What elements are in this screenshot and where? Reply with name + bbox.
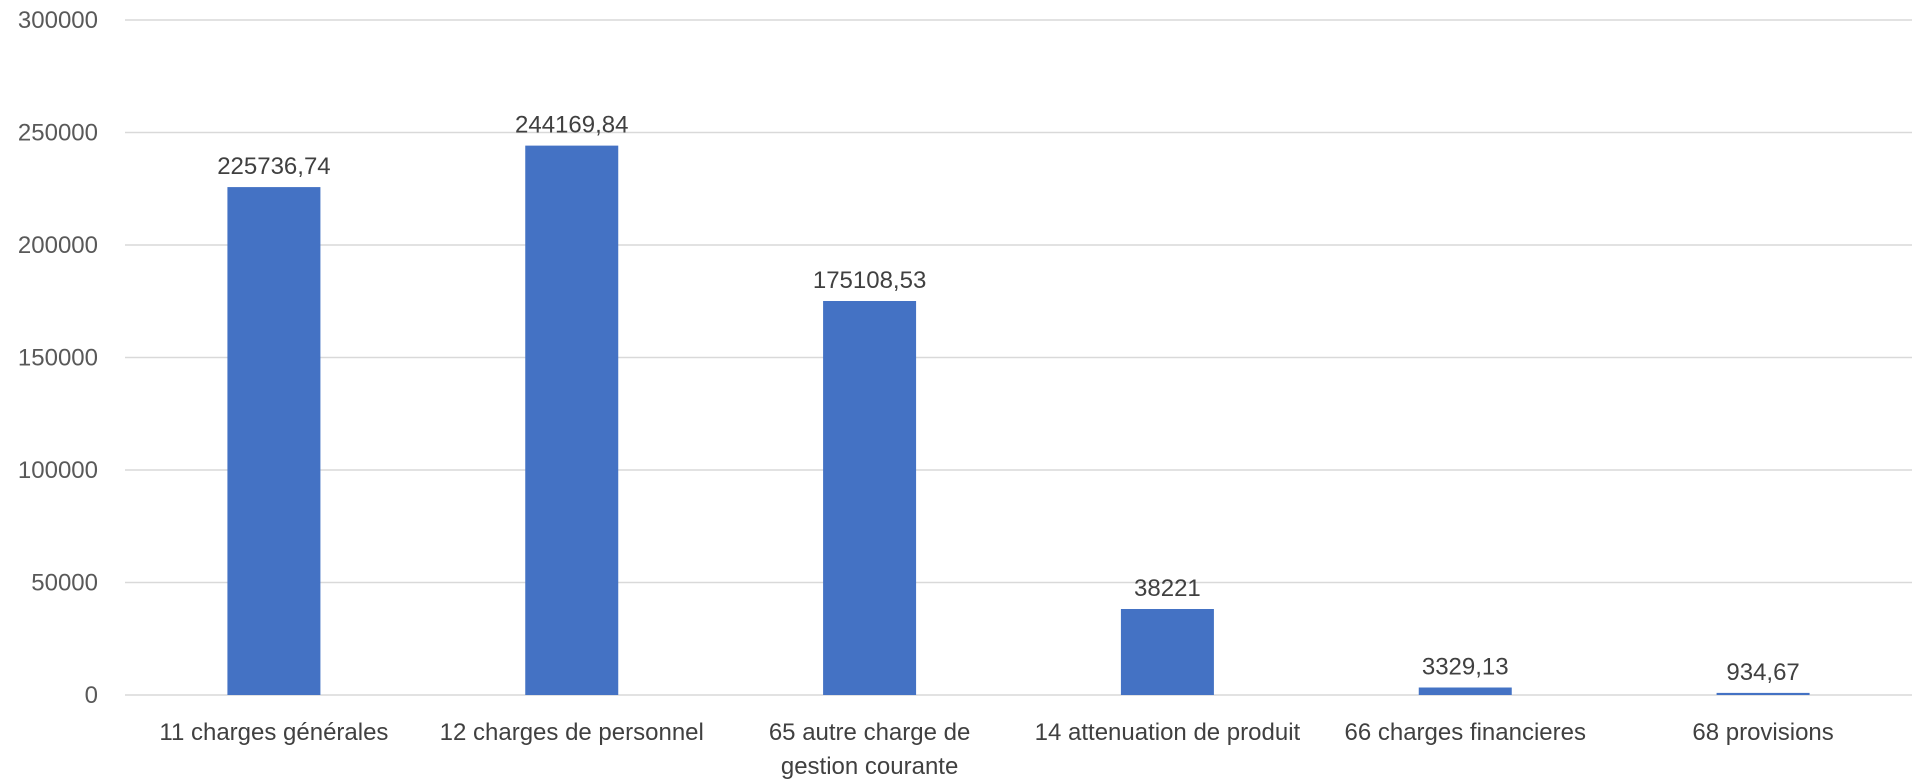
bar [227, 187, 321, 695]
x-category-label: 14 attenuation de produit [1035, 719, 1301, 746]
bar [1418, 687, 1512, 695]
x-category-label: 12 charges de personnel [440, 719, 704, 746]
y-tick-label: 250000 [18, 120, 98, 147]
y-tick-label: 100000 [18, 457, 98, 484]
bar [525, 145, 619, 695]
y-tick-label: 300000 [18, 7, 98, 34]
y-axis-tick-labels: 0 50000 100000 150000 200000 250000 300000 [18, 7, 98, 709]
y-tick-label: 150000 [18, 345, 98, 372]
x-category-label: 65 autre charge de gestion courante [769, 719, 970, 779]
x-category-label: 68 provisions [1692, 719, 1833, 746]
data-label: 225736,74 [217, 153, 330, 180]
data-labels: 225736,74 244169,84 175108,53 38221 3329,13 9… [217, 112, 1800, 686]
data-label: 3329,13 [1422, 654, 1509, 681]
bar [1120, 609, 1214, 695]
x-category-label: 66 charges financieres [1345, 719, 1586, 746]
x-category-label: 11 charges générales [159, 719, 388, 746]
data-label: 175108,53 [813, 267, 926, 294]
gridlines [125, 19, 1912, 696]
y-tick-label: 200000 [18, 232, 98, 259]
x-axis-category-labels: 11 charges générales 12 charges de person… [159, 719, 1833, 779]
bars [227, 145, 1810, 695]
bar [823, 301, 917, 695]
data-label: 38221 [1134, 575, 1201, 602]
data-label: 244169,84 [515, 112, 628, 139]
data-label: 934,67 [1726, 659, 1799, 686]
y-tick-label: 50000 [31, 570, 98, 597]
y-tick-label: 0 [85, 682, 98, 709]
bar [1716, 692, 1810, 695]
